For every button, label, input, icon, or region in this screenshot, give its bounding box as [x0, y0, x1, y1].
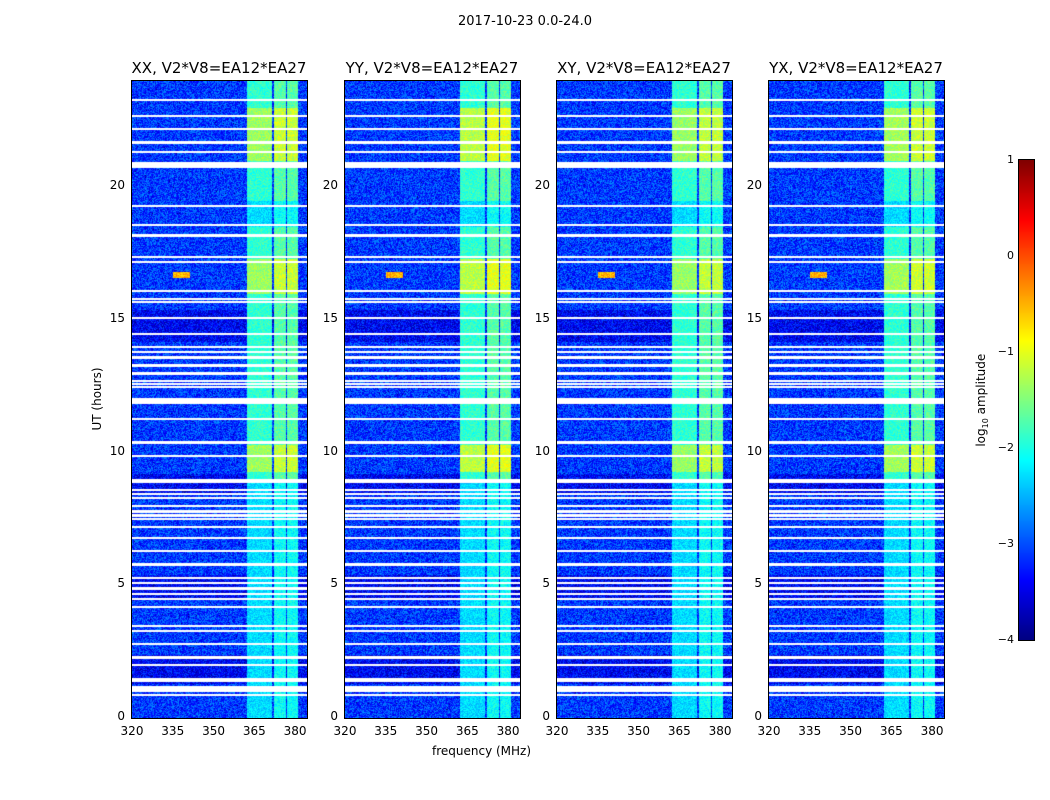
heatmap-cells — [345, 81, 520, 718]
y-tick-label: 5 — [754, 576, 762, 591]
colorbar-tick-label: −1 — [997, 345, 1014, 358]
panel-title: YX, V2*V8=EA12*EA27 — [769, 59, 943, 77]
x-tick-label: 380 — [920, 724, 944, 738]
heatmap-cells — [557, 81, 732, 718]
x-tick-label: 335 — [374, 724, 398, 738]
x-tick-label: 365 — [879, 724, 903, 738]
y-tick-label: 20 — [322, 178, 338, 193]
colorbar-tick-label: −3 — [997, 537, 1014, 550]
heatmap-panel-2 — [556, 80, 733, 719]
x-tick-label: 365 — [667, 724, 691, 738]
y-tick-label: 20 — [746, 178, 762, 193]
colorbar-tick-label: −2 — [997, 441, 1014, 454]
colorbar-label: log10 amplitude — [973, 353, 991, 447]
y-tick-label: 15 — [109, 310, 125, 325]
heatmap-cells — [769, 81, 944, 718]
heatmap-panel-3 — [768, 80, 945, 719]
y-tick-label: 0 — [330, 709, 338, 723]
y-tick-label: 10 — [746, 443, 762, 458]
heatmap-panel-0 — [131, 80, 308, 719]
panel-title: XX, V2*V8=EA12*EA27 — [131, 59, 307, 77]
x-tick-label: 335 — [586, 724, 610, 738]
y-tick-label: 20 — [534, 178, 550, 193]
colorbar-tick-label: −4 — [997, 633, 1014, 646]
y-tick-label: 5 — [117, 576, 125, 591]
x-tick-label: 365 — [455, 724, 479, 738]
x-tick-label: 320 — [120, 724, 144, 738]
heatmap-cells — [132, 81, 307, 718]
x-tick-label: 380 — [496, 724, 520, 738]
y-tick-label: 0 — [754, 709, 762, 723]
x-axis-label: frequency (MHz) — [432, 744, 532, 758]
x-tick-label: 380 — [283, 724, 307, 738]
panel-title: XY, V2*V8=EA12*EA27 — [557, 59, 731, 77]
x-tick-label: 350 — [415, 724, 438, 738]
x-tick-label: 320 — [757, 724, 781, 738]
y-tick-label: 10 — [534, 443, 550, 458]
y-tick-label: 0 — [117, 709, 125, 723]
y-tick-label: 15 — [746, 310, 762, 325]
figure-title: 2017-10-23 0.0-24.0 — [458, 14, 592, 29]
x-tick-label: 320 — [545, 724, 569, 738]
y-tick-label: 15 — [322, 310, 338, 325]
x-tick-label: 350 — [202, 724, 225, 738]
colorbar-tick-label: 1 — [1007, 153, 1014, 166]
x-tick-label: 335 — [161, 724, 185, 738]
x-tick-label: 335 — [798, 724, 822, 738]
y-tick-label: 5 — [542, 576, 550, 591]
y-tick-label: 5 — [330, 576, 338, 591]
x-tick-label: 350 — [627, 724, 650, 738]
heatmap-panel-1 — [344, 80, 521, 719]
colorbar-tick-label: 0 — [1007, 249, 1014, 262]
y-tick-label: 10 — [322, 443, 338, 458]
colorbar — [1018, 159, 1035, 641]
y-tick-label: 20 — [109, 178, 125, 193]
x-tick-label: 320 — [333, 724, 357, 738]
x-tick-label: 365 — [242, 724, 266, 738]
y-tick-label: 15 — [534, 310, 550, 325]
y-axis-label: UT (hours) — [90, 367, 104, 431]
y-tick-label: 10 — [109, 443, 125, 458]
y-tick-label: 0 — [542, 709, 550, 723]
panel-title: YY, V2*V8=EA12*EA27 — [345, 59, 519, 77]
x-tick-label: 350 — [839, 724, 862, 738]
x-tick-label: 380 — [708, 724, 732, 738]
